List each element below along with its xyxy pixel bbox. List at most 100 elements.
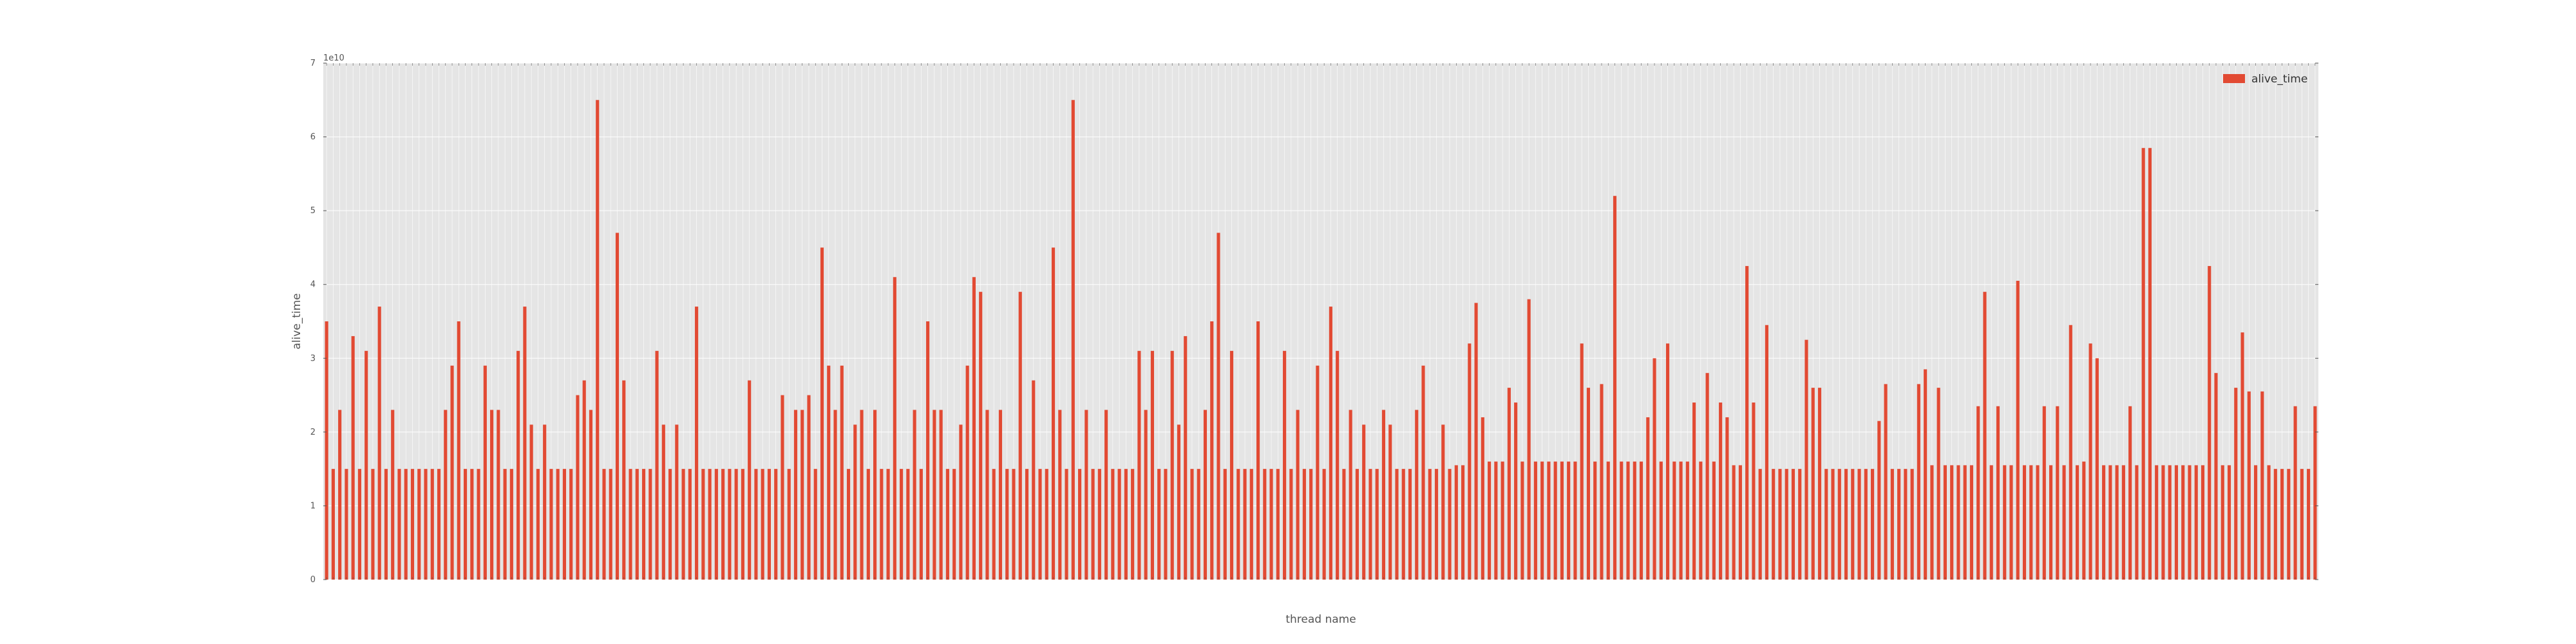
bar [688, 469, 692, 580]
x-ticks [326, 63, 2316, 580]
bar [1032, 380, 1036, 580]
bar [1131, 469, 1135, 580]
bar [748, 380, 752, 580]
bar [1639, 461, 1643, 580]
bar [1989, 465, 1993, 580]
bar [1289, 469, 1293, 580]
bar [2253, 465, 2258, 580]
bar [615, 232, 620, 580]
bar [1758, 469, 1762, 580]
bar [1560, 461, 1564, 580]
bar [2307, 469, 2311, 580]
bar [1665, 343, 1670, 580]
bar [2062, 465, 2066, 580]
bar [1065, 469, 1068, 580]
bar [1890, 469, 1894, 580]
y-tick-label: 1 [310, 501, 316, 511]
bar [2221, 465, 2224, 580]
bar [2240, 332, 2244, 580]
bar [2009, 465, 2013, 580]
bar [351, 336, 355, 580]
bar [2201, 465, 2205, 580]
bar [629, 469, 632, 580]
bar [900, 469, 904, 580]
bar [1368, 469, 1372, 580]
bar [1904, 469, 1908, 580]
bar [1045, 469, 1048, 580]
bar [1051, 247, 1056, 580]
bar [2260, 391, 2264, 580]
bar [880, 469, 884, 580]
bar [1223, 469, 1227, 580]
bar [490, 410, 494, 580]
bar [437, 469, 441, 580]
bar [1302, 469, 1306, 580]
bar [1659, 461, 1663, 580]
bar [886, 469, 890, 580]
bar [602, 469, 606, 580]
bar [1309, 469, 1313, 580]
bar [1719, 402, 1723, 580]
bar [1296, 410, 1300, 580]
bar [1593, 461, 1597, 580]
bar [509, 469, 513, 580]
bar [1685, 461, 1689, 580]
bar [1355, 469, 1359, 580]
bar [833, 410, 837, 580]
bar [741, 469, 744, 580]
bar [2227, 465, 2231, 580]
bar [1243, 469, 1247, 580]
bar [906, 469, 910, 580]
bar [2056, 406, 2060, 580]
bar [701, 469, 705, 580]
bar [2121, 465, 2125, 580]
bar [952, 469, 956, 580]
bar [2003, 465, 2007, 580]
bar [345, 469, 348, 580]
bar [2174, 465, 2179, 580]
bar [2128, 406, 2132, 580]
bar [2076, 465, 2079, 580]
bar [1177, 424, 1181, 580]
bar [1494, 461, 1498, 580]
bar [404, 469, 408, 580]
bar [1930, 465, 1934, 580]
bar [1969, 465, 1974, 580]
bar [1679, 461, 1683, 580]
bar [866, 469, 870, 580]
bar [681, 469, 685, 580]
bar [2082, 461, 2086, 580]
bar [1190, 469, 1194, 580]
bar [2188, 465, 2192, 580]
bar [761, 469, 764, 580]
bar [1197, 469, 1200, 580]
bar [1917, 384, 1920, 580]
bar [1745, 266, 1749, 580]
bar [1738, 465, 1742, 580]
bar [1078, 469, 1082, 580]
y-tick-label: 3 [310, 354, 316, 363]
y-tick-label: 6 [310, 133, 316, 142]
bar [695, 307, 699, 580]
legend: alive_time [2223, 73, 2307, 86]
bar [1963, 465, 1967, 580]
bar [1831, 469, 1835, 580]
bar [714, 469, 718, 580]
bar [2148, 147, 2152, 580]
bar [1058, 410, 1062, 580]
bar [754, 469, 758, 580]
bar [998, 410, 1003, 580]
bar [800, 410, 804, 580]
bar [1210, 321, 1214, 580]
bar [728, 469, 732, 580]
bar [477, 469, 480, 580]
bar [2036, 465, 2040, 580]
bar [1157, 469, 1161, 580]
bar [1811, 388, 1815, 580]
bar [1316, 365, 1320, 580]
bar [2042, 406, 2046, 580]
bar [1705, 373, 1709, 580]
bar [1672, 461, 1676, 580]
bar [1983, 292, 1987, 580]
bar [1071, 100, 1075, 580]
